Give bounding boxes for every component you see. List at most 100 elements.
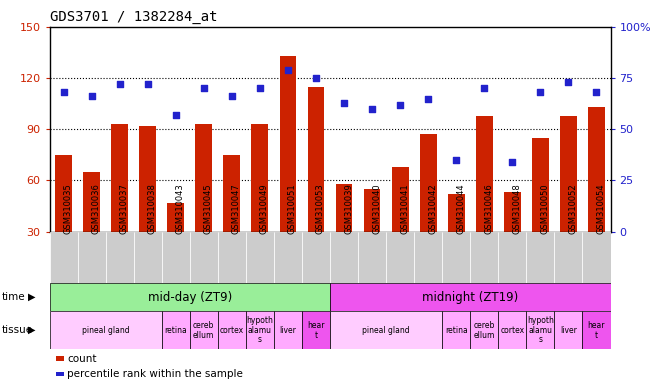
Bar: [78, 232, 106, 283]
Bar: [498, 311, 527, 349]
Text: GSM310038: GSM310038: [148, 183, 156, 234]
Point: [395, 102, 405, 108]
Text: midnight (ZT19): midnight (ZT19): [422, 291, 518, 304]
Bar: [330, 311, 442, 349]
Point: [282, 67, 293, 73]
Bar: [195, 124, 213, 232]
Text: GSM310044: GSM310044: [456, 184, 465, 234]
Text: GSM310048: GSM310048: [512, 184, 521, 234]
Bar: [442, 311, 470, 349]
Bar: [223, 155, 240, 232]
Text: GSM310043: GSM310043: [176, 184, 185, 234]
Bar: [190, 232, 218, 283]
Text: GSM310050: GSM310050: [541, 184, 549, 234]
Point: [339, 99, 349, 106]
Text: GDS3701 / 1382284_at: GDS3701 / 1382284_at: [50, 10, 217, 25]
Text: liver: liver: [279, 326, 296, 335]
Point: [423, 96, 434, 102]
Text: GSM310036: GSM310036: [92, 183, 100, 234]
Bar: [168, 202, 184, 232]
Point: [58, 89, 69, 96]
Bar: [302, 311, 330, 349]
Text: GSM310042: GSM310042: [428, 184, 437, 234]
Text: GSM310047: GSM310047: [232, 184, 241, 234]
Bar: [251, 124, 268, 232]
Bar: [274, 232, 302, 283]
Bar: [554, 232, 582, 283]
Bar: [470, 311, 498, 349]
Bar: [527, 232, 554, 283]
Point: [507, 159, 517, 165]
Bar: [414, 232, 442, 283]
Point: [311, 75, 321, 81]
Bar: [447, 194, 465, 232]
Text: GSM310052: GSM310052: [568, 184, 578, 234]
Point: [170, 112, 181, 118]
Text: percentile rank within the sample: percentile rank within the sample: [67, 369, 243, 379]
Bar: [335, 184, 352, 232]
Bar: [246, 311, 274, 349]
Text: GSM310035: GSM310035: [63, 184, 73, 234]
Point: [114, 81, 125, 87]
Bar: [527, 311, 554, 349]
Bar: [330, 232, 358, 283]
Text: hypoth
alamu
s: hypoth alamu s: [527, 316, 554, 344]
Text: GSM310051: GSM310051: [288, 184, 297, 234]
Bar: [554, 311, 583, 349]
Text: pineal gland: pineal gland: [362, 326, 410, 335]
Text: count: count: [67, 354, 97, 364]
Bar: [50, 283, 330, 311]
Point: [591, 89, 602, 96]
Bar: [83, 172, 100, 232]
Bar: [391, 167, 409, 232]
Point: [199, 85, 209, 91]
Bar: [330, 283, 610, 311]
Bar: [308, 86, 325, 232]
Text: hypoth
alamu
s: hypoth alamu s: [246, 316, 273, 344]
Text: GSM310045: GSM310045: [204, 184, 213, 234]
Bar: [55, 155, 72, 232]
Text: retina: retina: [164, 326, 187, 335]
Bar: [50, 232, 78, 283]
Text: time: time: [1, 292, 25, 302]
Bar: [364, 189, 380, 232]
Bar: [162, 311, 190, 349]
Text: liver: liver: [560, 326, 577, 335]
Point: [255, 85, 265, 91]
Text: GSM310037: GSM310037: [119, 183, 129, 234]
Bar: [504, 192, 521, 232]
Text: hear
t: hear t: [587, 321, 605, 339]
Bar: [532, 138, 549, 232]
Text: retina: retina: [445, 326, 467, 335]
Point: [479, 85, 490, 91]
Point: [143, 81, 153, 87]
Point: [86, 93, 97, 99]
Text: GSM310041: GSM310041: [400, 184, 409, 234]
Bar: [442, 232, 470, 283]
Bar: [498, 232, 527, 283]
Bar: [274, 311, 302, 349]
Bar: [358, 232, 386, 283]
Point: [367, 106, 378, 112]
Bar: [470, 232, 498, 283]
Point: [451, 157, 461, 163]
Bar: [50, 311, 162, 349]
Bar: [560, 116, 577, 232]
Bar: [190, 311, 218, 349]
Text: tissue: tissue: [1, 325, 32, 335]
Bar: [476, 116, 492, 232]
Text: cortex: cortex: [220, 326, 244, 335]
Text: cereb
ellum: cereb ellum: [474, 321, 495, 339]
Text: cereb
ellum: cereb ellum: [193, 321, 214, 339]
Bar: [583, 232, 610, 283]
Text: GSM310040: GSM310040: [372, 184, 381, 234]
Bar: [218, 311, 246, 349]
Text: GSM310053: GSM310053: [316, 184, 325, 234]
Bar: [588, 107, 605, 232]
Bar: [218, 232, 246, 283]
Text: ▶: ▶: [28, 292, 36, 302]
Bar: [111, 124, 128, 232]
Text: GSM310054: GSM310054: [597, 184, 605, 234]
Bar: [302, 232, 330, 283]
Point: [535, 89, 546, 96]
